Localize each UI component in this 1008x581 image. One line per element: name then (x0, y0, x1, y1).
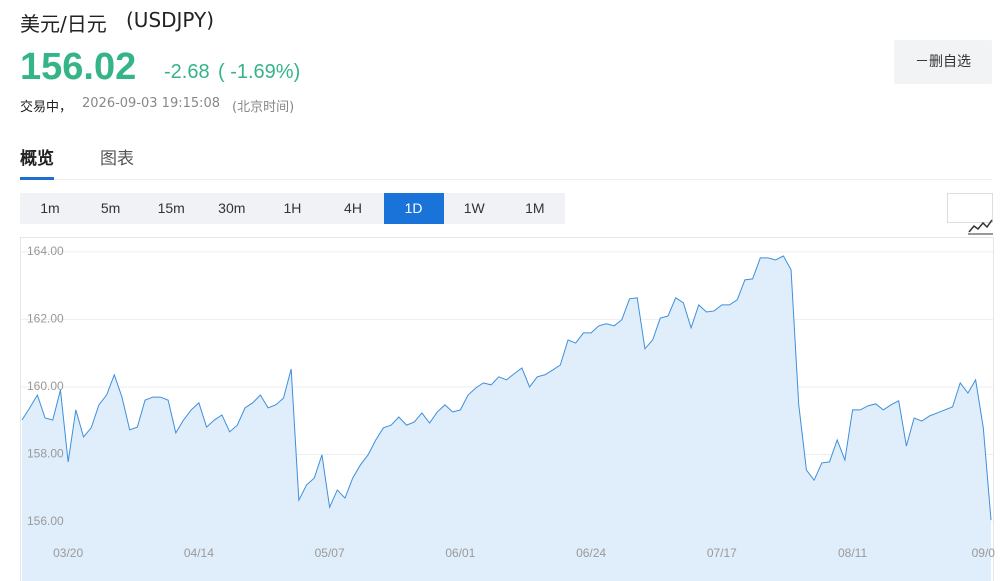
tab[interactable]: 图表 (100, 149, 134, 169)
x-tick-label: 08/11 (838, 546, 867, 560)
change-percent: ( -1.69%) (218, 61, 301, 83)
area (22, 255, 991, 581)
y-tick-label: 164.00 (27, 244, 64, 258)
x-tick-label: 03/20 (53, 546, 83, 560)
interval-bar: 1m 5m 15m 30m 1H 4H 1D 1W 1M (20, 193, 565, 224)
interval-button[interactable]: 5m (100, 200, 121, 216)
chart-type-icon (968, 219, 994, 235)
title: 美元/日元 (20, 12, 107, 36)
interval-button[interactable]: 30m (218, 200, 246, 216)
chart-frame (20, 237, 994, 581)
chart-type-button[interactable] (947, 193, 994, 235)
y-tick-label: 156.00 (27, 514, 64, 528)
x-tick-label: 07/17 (707, 546, 737, 560)
interval-button[interactable]: 1H (283, 200, 302, 216)
symbol: (USDJPY) (126, 8, 215, 32)
tab[interactable]: 概览 (20, 144, 54, 180)
change: -2.68 (164, 61, 210, 83)
remove-watchlist-button[interactable]: －删自选 (894, 40, 992, 84)
interval-button[interactable]: 1m (40, 200, 60, 216)
price: 156.02 (20, 46, 137, 88)
x-tick-label: 06/24 (576, 546, 606, 560)
interval-button[interactable]: 1D (383, 193, 444, 224)
x-tick-label: 09/0 (972, 546, 996, 560)
y-tick-label: 158.00 (27, 447, 64, 461)
interval-button[interactable]: 1M (525, 200, 545, 216)
timezone: (北京时间) (232, 100, 295, 115)
interval-button[interactable]: 4H (344, 200, 362, 216)
x-tick-label: 05/07 (315, 546, 345, 560)
x-tick-label: 06/01 (445, 546, 475, 560)
interval-button[interactable]: 1W (463, 200, 485, 216)
interval-button[interactable]: 15m (157, 200, 185, 216)
y-tick-label: 162.00 (27, 312, 64, 326)
status: 交易中， (20, 100, 73, 115)
line (21, 255, 992, 521)
tab-bar: 概览 图表 (20, 140, 992, 180)
y-tick-label: 160.00 (27, 379, 64, 393)
timestamp: 2026-09-03 19:15:08 (82, 96, 221, 111)
x-tick-label: 04/14 (184, 546, 214, 560)
